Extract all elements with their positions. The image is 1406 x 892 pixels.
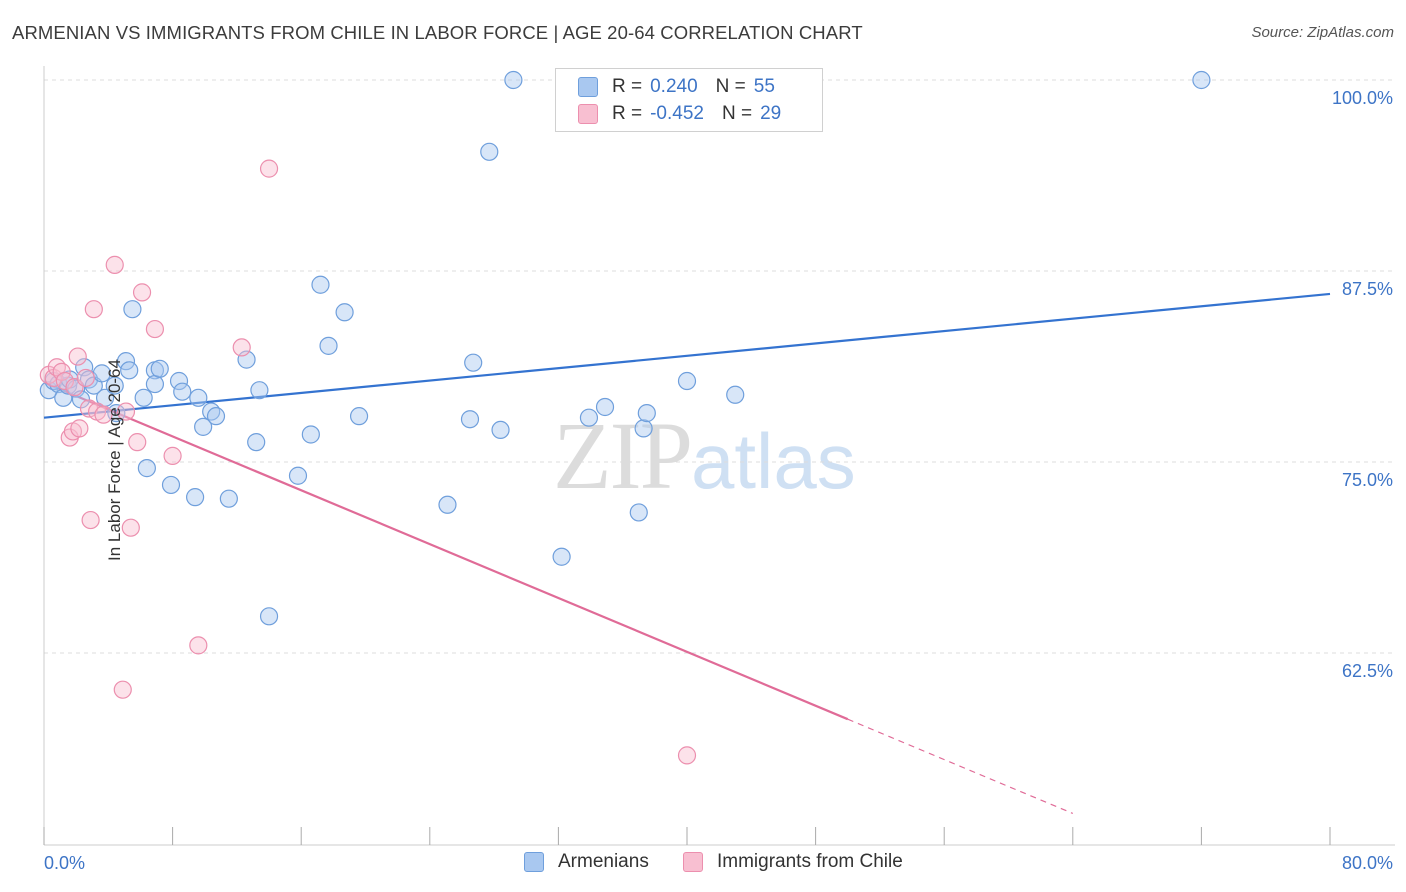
chile-point [113, 680, 132, 699]
armenians-point [311, 275, 330, 294]
chile-point [94, 405, 113, 424]
armenians-point [189, 388, 208, 407]
watermark: ZIPatlas [553, 400, 856, 511]
y-tick-label: 75.0% [1342, 470, 1393, 490]
armenians-point [726, 385, 745, 404]
armenians-point [259, 607, 279, 626]
y-tick-label: 100.0% [1332, 88, 1393, 108]
armenians-point [137, 459, 156, 478]
legend-label-chile: Immigrants from Chile [717, 851, 903, 872]
trend-lines [43, 292, 1331, 814]
chile-point [128, 433, 147, 452]
source-label: Source: ZipAtlas.com [1251, 24, 1394, 41]
armenians-point [250, 381, 269, 400]
chile-point [55, 371, 74, 391]
armenians-point [219, 489, 238, 508]
armenians-point [288, 466, 308, 485]
chile-point [232, 338, 251, 357]
chile-point [116, 402, 136, 421]
armenians-point [349, 407, 369, 426]
armenians-point [552, 547, 571, 566]
legend-n-label: N = [721, 103, 753, 124]
tick-labels: 62.5% 75.0% 87.5% 100.0% 0.0% 80.0% [44, 88, 1393, 873]
legend-swatch-pink [683, 852, 703, 872]
legend-item-armenians[interactable]: Armenians [524, 851, 649, 873]
chile-point [70, 419, 89, 438]
y-tick-label: 62.5% [1342, 661, 1393, 681]
chile-point [189, 636, 208, 655]
series-legend: Armenians Immigrants from Chile [0, 851, 1406, 879]
legend-swatch-pink [578, 104, 598, 124]
legend-n-label: N = [715, 76, 746, 97]
legend-label-armenians: Armenians [558, 851, 649, 872]
armenians-point [123, 300, 142, 319]
legend-r-value: -0.452 [650, 103, 704, 124]
watermark-zip: ZIP [553, 402, 693, 509]
legend-r-label: R = [612, 103, 643, 124]
chile-point [259, 159, 279, 178]
chile-point [68, 347, 87, 366]
chile-point [105, 255, 124, 274]
armenians-point [637, 404, 656, 423]
armenians-point [480, 142, 499, 161]
chile-trendline [43, 381, 849, 721]
armenians-point [579, 408, 599, 427]
legend-item-chile[interactable]: Immigrants from Chile [683, 851, 903, 873]
armenians-point [186, 488, 205, 507]
armenians-point [677, 371, 697, 391]
chile-point [81, 510, 100, 530]
armenians-point [629, 503, 648, 522]
armenians-point [247, 433, 266, 452]
armenians-point [335, 303, 354, 322]
legend-n-value: 29 [760, 103, 782, 124]
armenians-point [105, 376, 124, 395]
armenians-point [1192, 70, 1211, 90]
chile-point [163, 446, 182, 465]
armenians-point [161, 475, 181, 495]
armenians-point [206, 407, 226, 426]
armenians-point [173, 382, 192, 401]
chart-title: ARMENIAN VS IMMIGRANTS FROM CHILE IN LAB… [12, 22, 863, 43]
correlation-legend: R = 0.240 N = 55 R = -0.452 N = 29 [555, 68, 823, 132]
axes [43, 66, 1395, 846]
armenians-point [491, 420, 510, 440]
y-axis-label: In Labor Force | Age 20-64 [104, 359, 124, 561]
legend-n-value: 55 [753, 76, 775, 97]
chile-point [677, 746, 697, 765]
armenians-point [319, 336, 338, 355]
legend-r-value: 0.240 [650, 76, 698, 97]
chile-point [84, 300, 103, 319]
armenians-point [504, 70, 523, 90]
armenians-point [134, 388, 153, 407]
armenians-point [169, 371, 189, 391]
armenians-point [145, 374, 165, 394]
x-tick-label: 0.0% [44, 853, 85, 873]
x-tick-label: 80.0% [1342, 853, 1393, 873]
armenians-point [120, 361, 139, 380]
chile-point [121, 518, 140, 537]
armenians-point [460, 410, 480, 429]
armenians-point [634, 419, 653, 438]
armenians-trendline [43, 292, 1331, 419]
chile-point [132, 283, 152, 302]
armenians-point [194, 417, 213, 436]
legend-swatch-blue [578, 77, 598, 97]
data-points [39, 70, 1211, 765]
armenians-point [438, 495, 457, 514]
armenians-point [595, 397, 615, 417]
armenians-point [464, 353, 483, 372]
chile-point [76, 368, 95, 388]
chile-trendline-extension [847, 718, 1074, 814]
legend-swatch-blue [524, 852, 544, 872]
chile-point [145, 319, 165, 339]
y-tick-label: 87.5% [1342, 279, 1393, 299]
legend-r-label: R = [612, 76, 643, 97]
legend-row-chile: R = -0.452 N = 29 [578, 101, 781, 127]
armenians-point [150, 359, 169, 378]
legend-row-armenians: R = 0.240 N = 55 [578, 74, 775, 100]
watermark-atlas: atlas [691, 417, 856, 505]
armenians-point [301, 425, 320, 444]
